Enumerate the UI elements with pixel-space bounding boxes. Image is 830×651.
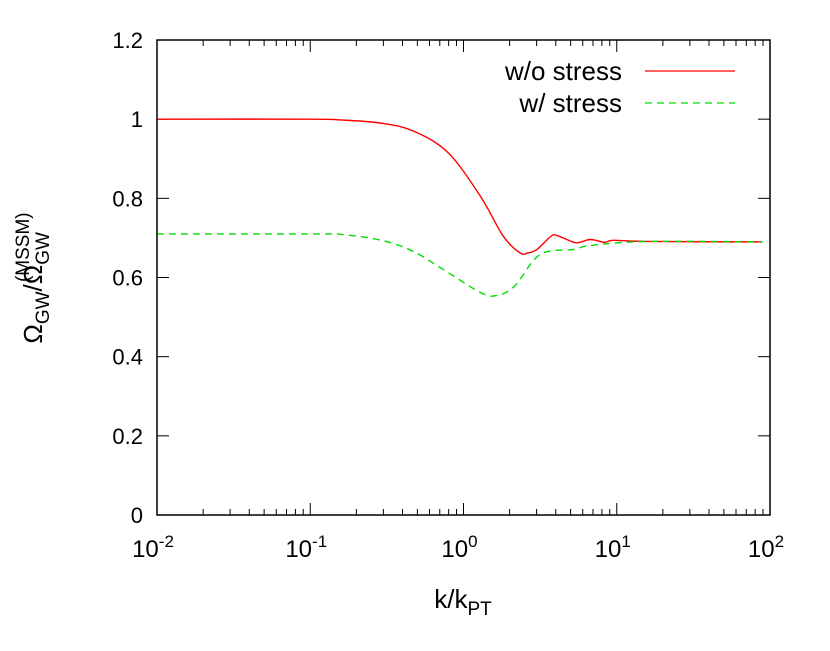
y-tick-label: 0.8: [112, 186, 143, 211]
y-tick-label: 0.2: [112, 424, 143, 449]
x-tick-label: 10-1: [285, 532, 327, 563]
series-line-1: [156, 233, 763, 297]
x-axis-label: k/kPT: [434, 584, 492, 620]
x-tick-label: 10-2: [132, 532, 174, 563]
series-line-0: [156, 118, 763, 256]
y-tick-label: 0: [131, 503, 143, 528]
x-tick-label: 102: [748, 532, 784, 563]
legend-label-0: w/o stress: [504, 56, 622, 86]
x-tick-label: 101: [595, 532, 631, 563]
legend: w/o stress w/ stress: [504, 56, 735, 118]
y-tick-label: 0.4: [112, 345, 143, 370]
y-tick-label: 1.2: [112, 28, 143, 53]
y-tick-label: 1: [131, 107, 143, 132]
y-tick-label: 0.6: [112, 266, 143, 291]
legend-label-1: w/ stress: [518, 88, 622, 118]
x-tick-label: 100: [441, 532, 477, 563]
y-axis-label: ΩGW/ΩGW(MSSM): [13, 212, 54, 343]
plot-frame: [156, 39, 771, 516]
